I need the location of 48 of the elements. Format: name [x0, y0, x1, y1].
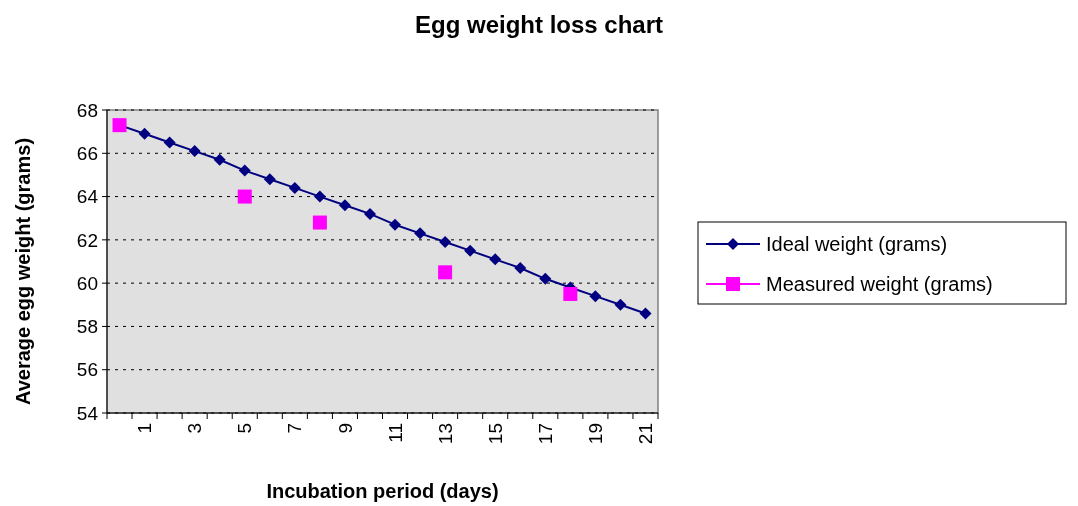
point — [363, 207, 376, 220]
point — [539, 272, 552, 285]
point — [563, 286, 578, 301]
point — [338, 199, 351, 212]
point — [163, 136, 176, 149]
point — [188, 145, 201, 158]
point — [438, 265, 453, 280]
x-tick-label: 7 — [284, 423, 306, 434]
x-tick-label: 21 — [635, 423, 657, 445]
x-tick-label: 11 — [384, 423, 406, 443]
chart-title: Egg weight loss chart — [414, 11, 664, 38]
x-tick-label: 19 — [585, 423, 607, 445]
point — [238, 164, 251, 177]
point — [213, 153, 226, 166]
point — [288, 181, 301, 194]
point — [464, 244, 477, 257]
x-tick-label: 1 — [134, 423, 156, 434]
point — [514, 261, 527, 274]
y-tick-label: 62 — [76, 229, 98, 251]
point — [614, 298, 627, 311]
point — [439, 236, 452, 249]
point — [589, 290, 602, 303]
y-axis-title: Average egg weight (grams) — [12, 137, 34, 406]
point — [312, 215, 327, 230]
x-tick-label: 5 — [234, 423, 256, 434]
y-tick-label: 56 — [76, 359, 98, 381]
y-tick-label: 64 — [76, 186, 99, 208]
point — [389, 218, 402, 231]
point — [138, 127, 151, 140]
legend-label: Ideal weight (grams) — [766, 233, 948, 255]
y-tick-label: 60 — [76, 272, 98, 294]
point — [414, 227, 427, 240]
x-tick-label: 9 — [334, 423, 356, 434]
x-tick-label: 17 — [534, 423, 556, 445]
point — [489, 253, 502, 266]
x-tick-label: 13 — [434, 423, 456, 445]
y-tick-label: 68 — [76, 99, 98, 121]
x-tick-label: 3 — [184, 423, 206, 434]
point — [639, 307, 652, 320]
point — [237, 189, 252, 204]
x-axis-title: Incubation period (days) — [266, 480, 499, 502]
x-tick-label: 15 — [484, 423, 506, 445]
y-tick-label: 54 — [76, 402, 99, 424]
point — [313, 190, 326, 203]
y-tick-label: 66 — [76, 142, 98, 164]
legend-label: Measured weight (grams) — [766, 273, 993, 295]
y-tick-label: 58 — [76, 316, 98, 338]
point — [263, 173, 276, 186]
